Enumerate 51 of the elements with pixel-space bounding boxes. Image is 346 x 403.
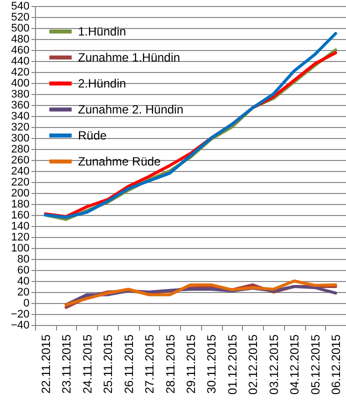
legend-label: Zunahme 1.Hündin <box>78 50 180 64</box>
x-tick-label: 06.12.2015 <box>329 334 344 395</box>
y-tick-label: 400 <box>11 78 30 90</box>
y-tick-label: 40 <box>17 276 30 288</box>
y-tick-label: 480 <box>11 34 30 46</box>
y-tick-label: 140 <box>11 220 30 232</box>
y-tick-label: −40 <box>10 320 30 332</box>
y-tick-label: 100 <box>11 242 30 254</box>
y-tick-label: 460 <box>11 44 30 56</box>
y-tick-label: 220 <box>11 176 30 188</box>
y-tick-label: 420 <box>11 66 30 78</box>
legend-label: 2.Hündin <box>78 76 126 90</box>
y-tick-label: 280 <box>11 144 30 156</box>
x-tick-label: 30.11.2015 <box>204 334 219 394</box>
x-tick-label: 05.12.2015 <box>308 334 322 395</box>
y-tick-label: −20 <box>10 308 30 320</box>
y-tick-label: 540 <box>11 0 30 12</box>
legend-label: Rüde <box>78 128 108 142</box>
x-tick-label: 03.12.2015 <box>266 334 281 395</box>
x-tick-label: 01.12.2015 <box>225 334 240 395</box>
legend-label: Zunahme Rüde <box>78 154 162 168</box>
y-tick-label: 300 <box>11 132 30 144</box>
y-tick-label: 440 <box>11 56 30 68</box>
y-tick-label: 0 <box>23 298 30 310</box>
x-tick-label: 29.11.2015 <box>184 334 198 394</box>
y-tick-label: 320 <box>11 122 30 134</box>
x-tick-label: 02.12.2015 <box>246 334 260 395</box>
y-tick-label: 80 <box>17 254 30 266</box>
y-tick-label: 200 <box>11 188 30 200</box>
x-tick-label: 28.11.2015 <box>163 334 178 394</box>
x-tick-label: 26.11.2015 <box>122 334 136 394</box>
y-tick-label: 500 <box>11 22 30 34</box>
x-tick-label: 25.11.2015 <box>101 334 116 394</box>
x-tick-label: 24.11.2015 <box>80 334 94 394</box>
y-tick-label: 340 <box>11 110 30 122</box>
legend-label: 1.Hündin <box>78 24 126 38</box>
y-tick-label: 260 <box>11 154 30 166</box>
y-tick-label: 360 <box>11 100 30 112</box>
legend-label: Zunahme 2. Hündin <box>78 102 184 116</box>
y-tick-label: 240 <box>11 166 30 178</box>
x-tick-label: 27.11.2015 <box>142 334 157 394</box>
x-tick-label: 23.11.2015 <box>60 334 74 394</box>
x-tick-label: 04.12.2015 <box>288 334 302 395</box>
y-tick-label: 60 <box>17 264 30 276</box>
y-tick-label: 180 <box>11 198 30 210</box>
x-tick-label: 22.11.2015 <box>38 334 53 394</box>
y-tick-label: 520 <box>11 12 30 24</box>
y-tick-label: 20 <box>17 286 30 298</box>
y-tick-label: 160 <box>11 210 30 222</box>
y-tick-label: 120 <box>11 232 30 244</box>
y-tick-label: 380 <box>11 88 30 100</box>
